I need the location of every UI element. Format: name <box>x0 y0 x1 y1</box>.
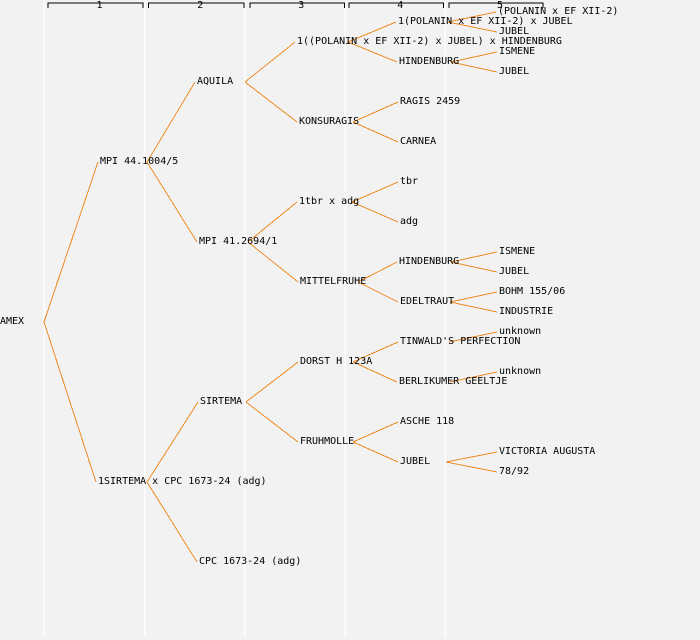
tree-node-label[interactable]: tbr <box>400 176 419 187</box>
pedigree-edge <box>146 81 196 163</box>
tree-node-label[interactable]: MITTELFRUHE <box>300 276 367 287</box>
tree-node-label[interactable]: ASCHE 118 <box>400 416 455 427</box>
generation-bracket <box>47 2 144 8</box>
generation-bracket <box>348 2 444 8</box>
pedigree-edge <box>352 341 399 363</box>
tree-node-label[interactable]: RAGIS 2459 <box>400 96 461 107</box>
pedigree-edge <box>43 321 97 483</box>
pedigree-edge <box>357 261 398 283</box>
tree-node-label[interactable]: unknown <box>499 326 542 337</box>
generation-ruler-label: 5 <box>496 0 504 11</box>
pedigree-edge <box>146 401 199 483</box>
pedigree-edge <box>447 21 498 33</box>
pedigree-edge <box>43 161 99 323</box>
generation-bracket <box>249 2 345 8</box>
tree-node-label[interactable]: (POLANIN x EF XII-2) <box>498 6 619 17</box>
tree-node-label[interactable]: 1tbr x adg <box>299 196 360 207</box>
tree-node-label[interactable]: unknown <box>499 366 542 377</box>
pedigree-edge <box>244 41 296 83</box>
pedigree-edge <box>352 441 399 463</box>
tree-node-label[interactable]: 1(POLANIN x EF XII-2) x JUBEL <box>398 16 573 27</box>
tree-node-label[interactable]: 1((POLANIN x EF XII-2) x JUBEL) x HINDEN… <box>297 36 562 47</box>
tree-node-label[interactable]: HINDENBURG <box>399 256 460 267</box>
pedigree-edge <box>146 161 198 243</box>
generation-bracket <box>148 2 245 8</box>
generation-ruler-label: 2 <box>197 0 204 11</box>
tree-node-label[interactable]: EDELTRAUT <box>400 296 455 307</box>
tree-node-label[interactable]: 78/92 <box>499 466 530 477</box>
pedigree-edge <box>146 481 198 563</box>
pedigree-edge <box>351 181 399 203</box>
pedigree-edge <box>352 121 399 143</box>
pedigree-edge <box>450 51 498 63</box>
tree-node-label[interactable]: AQUILA <box>197 76 234 87</box>
generation-bracket <box>448 2 544 8</box>
tree-node-label[interactable]: ISMENE <box>499 246 536 257</box>
pedigree-edge <box>447 11 497 23</box>
tree-node-label[interactable]: JUBEL <box>400 456 431 467</box>
tree-node-label[interactable]: TINWALD'S PERFECTION <box>400 336 521 347</box>
pedigree-edge <box>351 201 399 223</box>
pedigree-edge <box>352 361 398 383</box>
tree-node-label[interactable]: BOHM 155/06 <box>499 286 566 297</box>
pedigree-edge <box>450 251 498 263</box>
tree-node-label[interactable]: VICTORIA AUGUSTA <box>499 446 596 457</box>
tree-node-label[interactable]: adg <box>400 216 419 227</box>
tree-node-label[interactable]: MPI 41.2694/1 <box>199 236 278 247</box>
pedigree-edge <box>449 371 498 383</box>
tree-node-label[interactable]: INDUSTRIE <box>499 306 554 317</box>
tree-node-label[interactable]: JUBEL <box>499 266 530 277</box>
pedigree-edge <box>445 451 498 463</box>
tree-node-label[interactable]: JUBEL <box>499 66 530 77</box>
tree-node-label[interactable]: DORST H 123A <box>300 356 373 367</box>
pedigree-edge <box>244 81 298 123</box>
tree-node-label[interactable]: ISMENE <box>499 46 536 57</box>
pedigree-edge <box>450 261 498 273</box>
pedigree-edge <box>357 281 399 303</box>
pedigree-edge <box>247 201 298 243</box>
pedigree-edge <box>448 331 498 343</box>
tree-node-label[interactable]: SIRTEMA <box>200 396 243 407</box>
pedigree-edge <box>449 291 498 303</box>
pedigree-edge <box>352 421 399 443</box>
generation-ruler-label: 4 <box>397 0 404 11</box>
pedigree-edge <box>247 241 299 283</box>
pedigree-edge <box>347 41 398 63</box>
pedigree-edge <box>450 61 498 73</box>
tree-node-label[interactable]: HINDENBURG <box>399 56 460 67</box>
pedigree-edge <box>347 21 397 43</box>
tree-node-label[interactable]: KONSURAGIS <box>299 116 360 127</box>
pedigree-edge <box>352 101 399 123</box>
generation-ruler-label: 3 <box>298 0 305 11</box>
tree-node-label[interactable]: CPC 1673-24 (adg) <box>199 556 302 567</box>
tree-node-label[interactable]: JUBEL <box>499 26 530 37</box>
generation-ruler-label: 1 <box>96 0 103 11</box>
tree-node-label[interactable]: AMEX <box>0 316 25 327</box>
tree-node-label[interactable]: FRUHMOLLE <box>300 436 355 447</box>
tree-node-label[interactable]: MPI 44.1004/5 <box>100 156 179 167</box>
tree-node-label[interactable]: 1SIRTEMA x CPC 1673-24 (adg) <box>98 476 267 487</box>
pedigree-edge <box>449 301 498 313</box>
pedigree-edge <box>245 361 299 403</box>
pedigree-edge <box>445 461 498 473</box>
tree-node-label[interactable]: BERLIKUMER GEELTJE <box>399 376 508 387</box>
tree-node-label[interactable]: CARNEA <box>400 136 437 147</box>
pedigree-edge <box>245 401 299 443</box>
